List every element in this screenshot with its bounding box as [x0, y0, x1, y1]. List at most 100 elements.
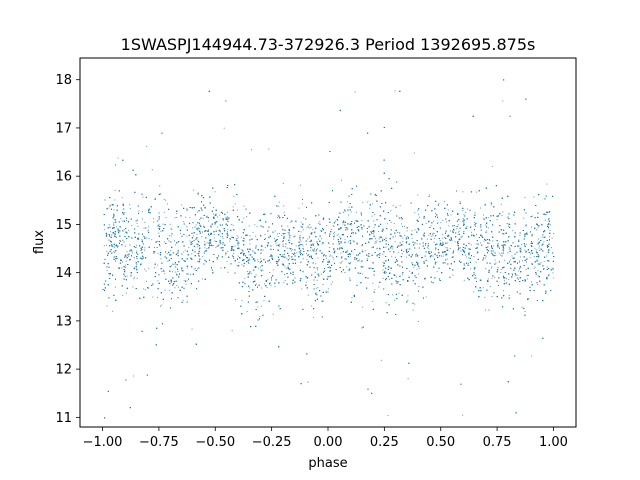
data-point [309, 224, 311, 225]
data-point [476, 191, 478, 193]
data-point [462, 209, 464, 211]
data-point [481, 234, 483, 236]
data-point [408, 236, 409, 238]
data-point [249, 287, 251, 289]
data-point [132, 375, 134, 377]
data-point [451, 240, 453, 241]
data-point [374, 288, 376, 290]
data-point [219, 229, 220, 231]
data-point [470, 244, 472, 246]
data-point [489, 240, 491, 242]
data-point [474, 212, 476, 214]
data-point [447, 242, 449, 244]
data-point [463, 250, 465, 252]
data-point [397, 245, 399, 247]
data-point [153, 218, 154, 220]
data-point [187, 273, 189, 275]
data-point [264, 283, 265, 285]
data-point [315, 292, 317, 294]
data-point [317, 257, 319, 259]
data-point [277, 214, 279, 216]
data-point [302, 248, 304, 250]
data-point [361, 327, 363, 329]
data-point [299, 239, 301, 241]
data-point [287, 231, 289, 233]
data-point [143, 256, 144, 258]
data-point [483, 214, 484, 216]
data-point [356, 259, 358, 260]
data-point [407, 295, 409, 297]
data-point [258, 267, 260, 269]
data-point [237, 240, 238, 242]
data-point [182, 299, 184, 301]
data-point [186, 225, 188, 227]
data-point [158, 232, 160, 234]
data-point [144, 289, 146, 291]
data-point [143, 288, 145, 290]
data-point [211, 245, 213, 247]
data-point [475, 248, 477, 250]
data-point [368, 256, 370, 257]
data-point [392, 205, 394, 207]
data-point [213, 217, 215, 219]
data-point [141, 252, 143, 254]
data-point [114, 252, 116, 253]
data-point [409, 270, 411, 272]
data-point [162, 223, 164, 225]
data-point [260, 266, 262, 268]
data-point [213, 237, 215, 239]
data-point [392, 294, 394, 296]
data-point [333, 226, 335, 227]
data-point [219, 241, 221, 243]
data-point [412, 309, 414, 311]
data-point [444, 236, 446, 238]
data-point [261, 270, 263, 272]
data-point [362, 201, 364, 203]
data-point [498, 252, 500, 254]
data-point [531, 226, 532, 228]
data-point [436, 223, 438, 224]
data-point [319, 221, 321, 223]
data-point [397, 232, 399, 233]
data-point [495, 255, 497, 257]
data-point [114, 199, 116, 201]
data-point [222, 219, 224, 221]
data-point [394, 241, 396, 243]
data-point [464, 211, 466, 213]
data-point [438, 279, 440, 281]
data-point [140, 262, 142, 264]
data-point [130, 273, 132, 275]
data-point [497, 242, 499, 244]
data-point [497, 267, 499, 268]
data-point [183, 251, 185, 253]
data-point [417, 321, 419, 322]
data-point [439, 278, 441, 279]
data-point [536, 259, 538, 261]
data-point [468, 262, 469, 264]
data-point [282, 241, 283, 243]
data-point [395, 276, 397, 278]
data-point [206, 215, 208, 217]
data-point [480, 207, 481, 209]
data-point [485, 230, 487, 232]
data-point [537, 238, 539, 240]
data-point [282, 182, 284, 184]
data-point [329, 247, 331, 248]
data-point [364, 250, 366, 252]
data-point [329, 254, 331, 256]
data-point [189, 217, 191, 219]
data-point [508, 294, 510, 296]
data-point [137, 225, 139, 227]
data-point [198, 255, 199, 257]
data-point [448, 235, 450, 237]
data-point [222, 218, 224, 220]
data-point [134, 276, 135, 278]
data-point [485, 268, 487, 270]
data-point [244, 277, 246, 279]
data-point [160, 230, 162, 232]
data-point [283, 211, 285, 213]
data-point [284, 274, 285, 275]
data-point [386, 223, 388, 225]
data-point [260, 258, 262, 260]
data-point [375, 241, 377, 242]
